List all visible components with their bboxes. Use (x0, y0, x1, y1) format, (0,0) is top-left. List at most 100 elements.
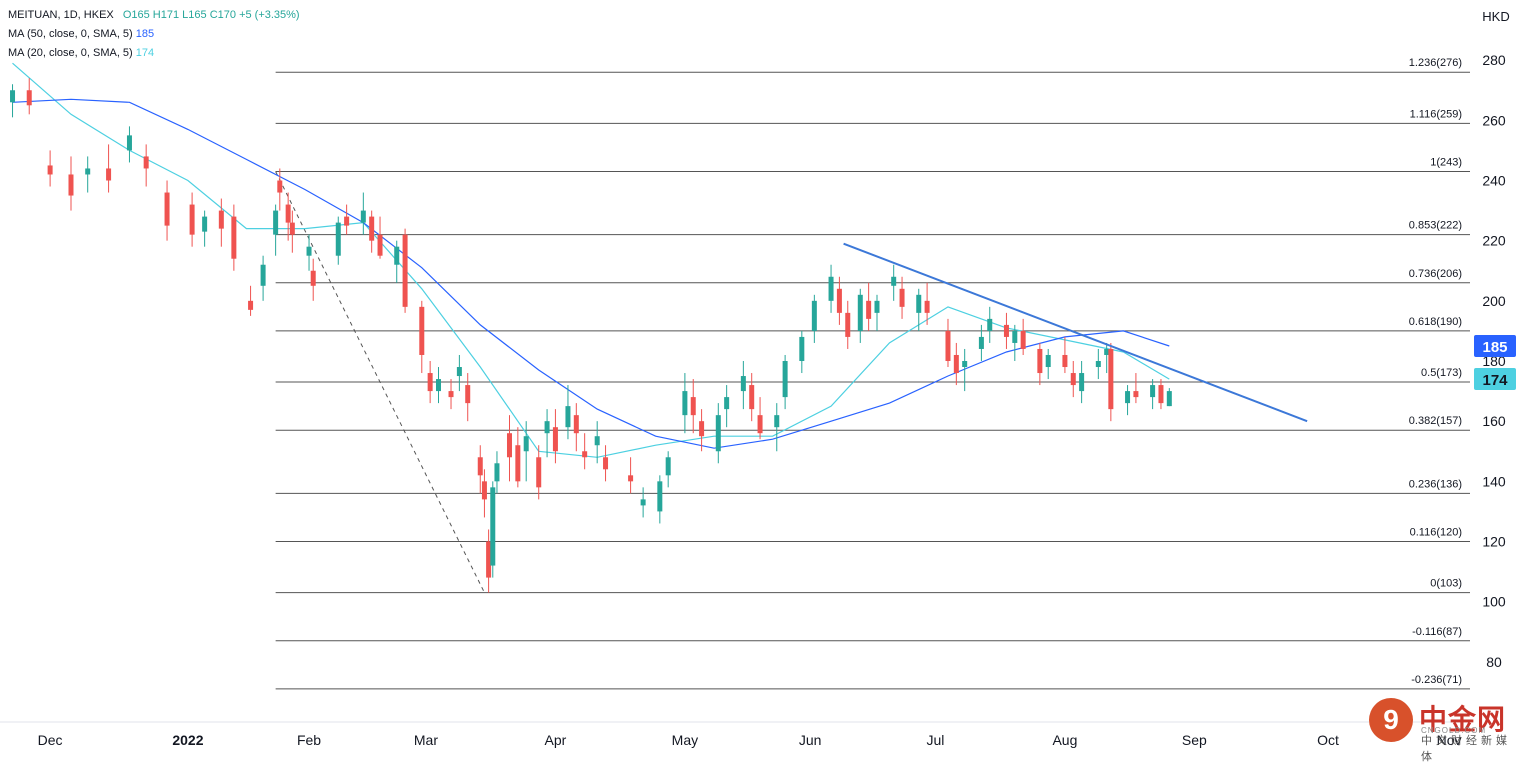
candle-down (845, 300, 851, 349)
candle-down (1108, 342, 1114, 422)
candle-down (552, 409, 558, 464)
candle-up (85, 156, 91, 193)
candle-up (565, 385, 571, 440)
candle-up (335, 216, 341, 265)
legend-ma20-row[interactable]: MA (20, close, 0, SMA, 5) 174 (8, 44, 300, 63)
price-badge-box (1474, 334, 1516, 357)
candle-down (289, 210, 295, 253)
candle-body (582, 451, 588, 458)
candle-down (26, 78, 32, 115)
candle-up (10, 84, 16, 118)
candle-down (465, 373, 471, 422)
candle-down (506, 415, 512, 482)
candle-body (26, 90, 32, 106)
candle-down (68, 156, 74, 211)
candle-body (899, 288, 905, 307)
x-tick-label: 2022 (172, 732, 203, 748)
candle-body (811, 300, 817, 331)
candle-down (690, 379, 696, 434)
candle-down (448, 379, 454, 410)
candle-up (774, 403, 780, 452)
candle-down (582, 433, 588, 470)
candle-body (799, 336, 805, 361)
candle-body (978, 336, 984, 349)
legend-low: L165 (182, 9, 207, 21)
candle-up (523, 421, 529, 482)
candle-body (1003, 324, 1009, 337)
candle-body (202, 216, 208, 232)
fib-level-label: 0.382(157) (1409, 415, 1462, 427)
price-badge-box (1474, 368, 1516, 391)
candle-body (552, 427, 558, 452)
y-tick-label: 200 (1482, 293, 1506, 309)
candle-body (289, 222, 295, 235)
ma50-line (12, 98, 1170, 449)
legend-high: H171 (152, 9, 180, 21)
legend-symbol-row: MEITUAN, 1D, HKEX O165 H171 L165 C170 +5… (8, 6, 300, 25)
candle-up (665, 451, 671, 488)
candle-body (1062, 354, 1068, 368)
candle-body (987, 318, 993, 331)
candle-body (481, 481, 487, 500)
fib-anchor-line (275, 171, 485, 593)
candle-body (369, 216, 375, 241)
candle-down (477, 445, 483, 494)
logo-name: 中金网 (1419, 704, 1507, 735)
fib-level-label: 0.736(206) (1409, 268, 1462, 280)
candle-body (273, 210, 279, 235)
candle-down (1020, 318, 1026, 355)
candle-up (978, 324, 984, 361)
candle-body (143, 156, 149, 169)
candle-up (1079, 361, 1085, 404)
candle-up (782, 354, 788, 410)
candle-body (477, 457, 483, 476)
candle-up (857, 288, 863, 343)
candle-body (573, 415, 579, 434)
y-tick-label: 220 (1482, 233, 1506, 249)
candle-body (285, 204, 291, 223)
candle-up (594, 421, 600, 464)
candle-body (828, 276, 834, 301)
candle-body (699, 421, 705, 437)
candle-down (486, 529, 492, 593)
candle-body (657, 481, 663, 512)
candle-body (836, 288, 842, 313)
candle-body (10, 90, 16, 103)
candle-body (866, 300, 872, 319)
x-tick-label: Jul (927, 732, 945, 748)
candle-body (394, 246, 400, 265)
candle-body (465, 385, 471, 404)
candle-down (218, 198, 224, 247)
candle-down (573, 403, 579, 452)
price-badge: 174 (1474, 368, 1516, 391)
legend-ma20-value: 174 (135, 47, 155, 59)
candle-body (962, 361, 968, 368)
candle-body (845, 312, 851, 337)
candle-body (310, 270, 316, 286)
candle-body (506, 433, 512, 458)
cngold-logo: 9 中金网 CNGOLD.COM 中文财经新媒体 (1369, 698, 1519, 763)
candle-body (486, 541, 492, 578)
candle-up (891, 264, 897, 301)
candle-body (456, 367, 462, 377)
candle-body (106, 168, 112, 181)
candle-up (1012, 324, 1018, 361)
legend-change: +5 (+3.35%) (239, 9, 300, 21)
candle-body (1037, 348, 1043, 374)
candle-up (874, 294, 880, 331)
candle-body (715, 415, 721, 452)
legend-ma50-row[interactable]: MA (50, close, 0, SMA, 5) 185 (8, 25, 300, 44)
y-tick-label: 160 (1482, 413, 1506, 429)
candle-body (515, 445, 521, 482)
candle-up (962, 348, 968, 392)
x-tick-label: Sep (1182, 732, 1207, 748)
candle-up (1150, 379, 1156, 410)
candle-down (866, 282, 872, 331)
candle-up (1104, 342, 1110, 374)
candle-body (126, 135, 132, 151)
candle-down (481, 469, 487, 518)
candle-body (306, 246, 312, 256)
candle-down (277, 168, 283, 211)
